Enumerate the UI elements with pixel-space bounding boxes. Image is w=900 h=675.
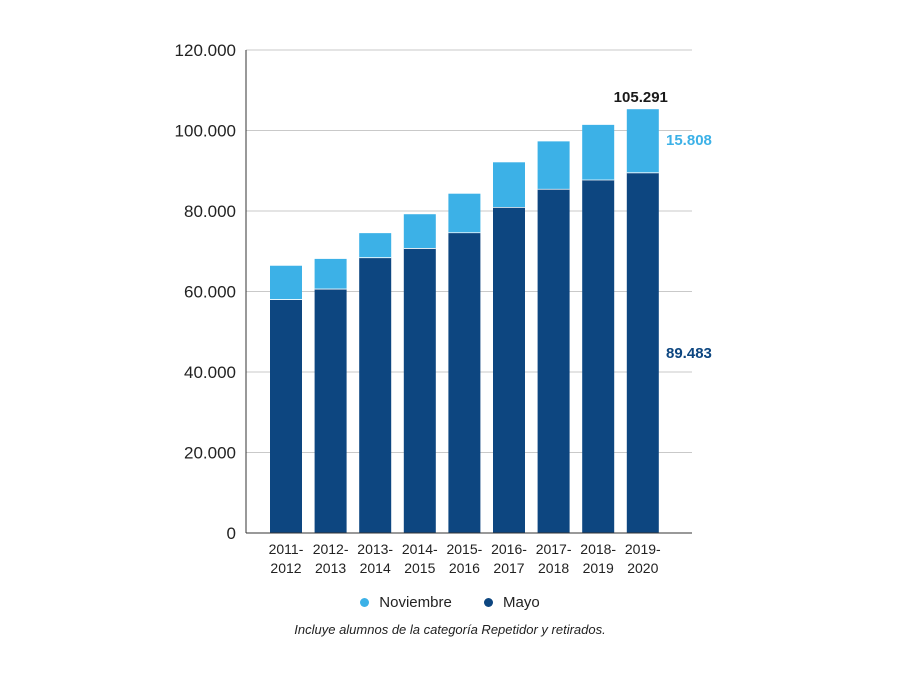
bar-noviembre [314,258,347,290]
legend-item-noviembre: Noviembre [360,594,452,611]
bar-mayo [626,172,659,533]
chart-note: Incluye alumnos de la categoría Repetido… [294,622,606,637]
x-tick-label: 2012- [313,541,349,557]
axes [245,50,692,534]
legend-label-noviembre: Noviembre [379,594,452,611]
bar-noviembre [403,214,436,249]
legend-item-mayo: Mayo [484,594,540,611]
x-axis-ticks: 2011- 2012 2012- 2013 2013- 2014 2014- 2015 2015… [269,541,661,576]
bar-mayo [493,207,525,533]
x-tick-label: 2018 [538,560,569,576]
x-tick-label: 2016- [491,541,527,557]
annotations: 105.291 15.808 89.483 [614,89,712,362]
noviembre-last-label: 15.808 [666,132,712,149]
bar-noviembre [537,141,570,190]
y-tick-label: 100.000 [175,122,236,141]
bar-mayo [403,248,436,533]
y-tick-label: 60.000 [184,283,236,302]
x-tick-label: 2014 [360,560,391,576]
bar-mayo [359,257,392,533]
bar-noviembre [493,162,525,208]
bar-noviembre [359,233,392,258]
y-tick-label: 80.000 [184,202,236,221]
legend-dot-mayo [484,598,493,607]
mayo-last-label: 89.483 [666,345,712,362]
legend-label-mayo: Mayo [503,594,540,611]
x-tick-label: 2014- [402,541,438,557]
x-tick-label: 2019- [625,541,661,557]
x-tick-label: 2017 [493,560,524,576]
stacked-bar-chart: 020.00040.00060.00080.000100.000120.000 … [175,41,712,576]
x-tick-label: 2011- [269,541,304,557]
y-tick-label: 20.000 [184,444,236,463]
x-tick-label: 2018- [580,541,616,557]
legend: Noviembre Mayo [0,594,900,611]
bar-mayo [448,232,481,534]
legend-dot-noviembre [360,598,370,607]
bar-mayo [314,289,347,533]
y-axis-ticks: 0 20.000 40.000 60.000 80.000 100.000 120.000 [175,41,236,543]
bar-noviembre [626,109,659,173]
x-tick-label: 2020 [627,560,658,576]
x-tick-label: 2017- [536,541,572,557]
x-tick-label: 2015 [404,560,435,576]
bar-noviembre [582,124,615,181]
x-tick-label: 2013 [315,560,346,576]
y-tick-label: 120.000 [175,41,236,60]
bar-mayo [537,189,570,533]
bar-mayo [270,299,302,533]
total-label: 105.291 [614,89,668,106]
y-tick-label: 40.000 [184,363,236,382]
x-tick-label: 2015- [446,541,482,557]
x-tick-label: 2012 [270,560,301,576]
bar-mayo [582,180,615,533]
y-tick-label: 0 [227,524,236,543]
bar-noviembre [448,193,481,233]
bar-noviembre [270,265,302,300]
x-tick-label: 2016 [449,560,480,576]
bars [270,109,659,534]
x-tick-label: 2019 [583,560,614,576]
x-tick-label: 2013- [357,541,393,557]
